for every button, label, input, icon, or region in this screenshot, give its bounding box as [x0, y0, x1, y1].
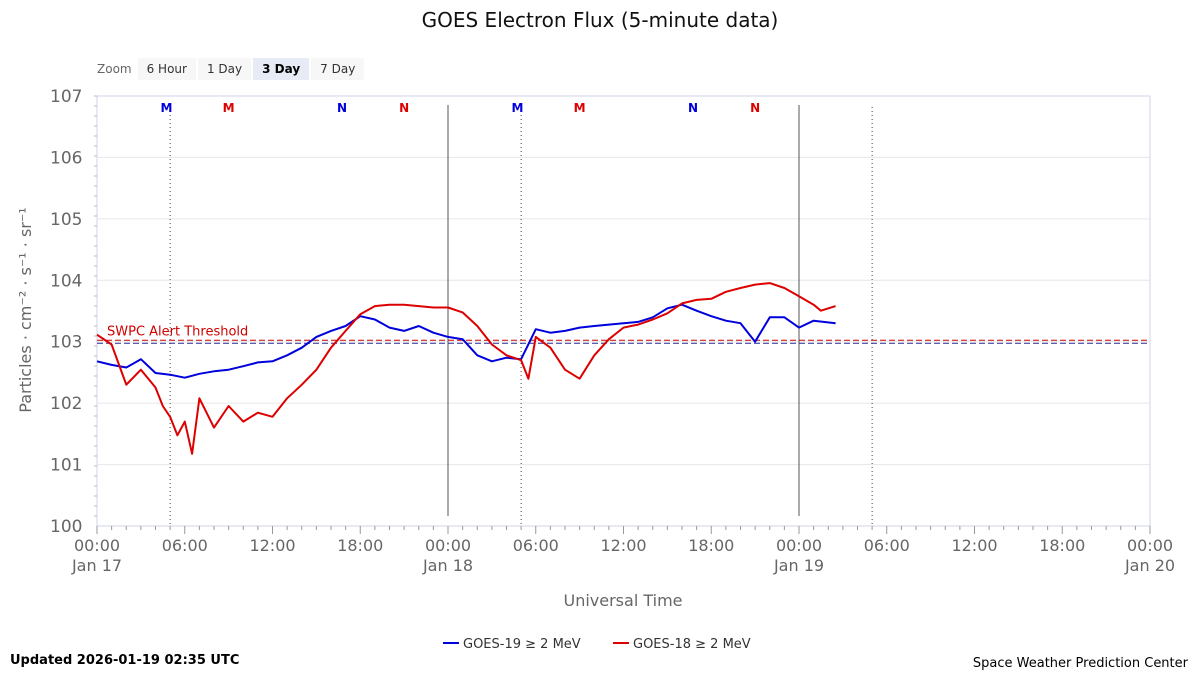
y-tick-label: 103: [50, 333, 82, 353]
y-axis-label: Particles · cm⁻² · s⁻¹ · sr⁻¹: [16, 207, 35, 412]
x-tick-date-label: Jan 18: [422, 556, 473, 575]
x-tick-time-label: 18:00: [337, 536, 383, 555]
x-tick-time-label: 12:00: [600, 536, 646, 555]
x-tick-time-label: 12:00: [249, 536, 295, 555]
legend-item-goes19[interactable]: GOES-19 ≥ 2 MeV: [443, 637, 581, 652]
y-tick-label: 100: [50, 517, 82, 537]
y-tick-label: 106: [50, 148, 82, 168]
x-tick-date-label: Jan 17: [71, 556, 122, 575]
legend-item-goes18[interactable]: GOES-18 ≥ 2 MeV: [613, 637, 751, 652]
x-tick-date-label: Jan 20: [1124, 556, 1175, 575]
y-tick-label: 105: [50, 210, 82, 230]
x-tick-time-label: 12:00: [951, 536, 997, 555]
time-marker-n: N: [688, 101, 698, 115]
threshold-label: SWPC Alert Threshold: [107, 325, 248, 340]
legend-label: GOES-19 ≥ 2 MeV: [463, 637, 581, 652]
zoom-7-day-button[interactable]: 7 Day: [311, 58, 365, 80]
x-tick-time-label: 06:00: [162, 536, 208, 555]
zoom-6-hour-button[interactable]: 6 Hour: [137, 58, 196, 80]
credit-text: Space Weather Prediction Center: [972, 656, 1188, 671]
x-tick-date-label: Jan 19: [773, 556, 824, 575]
y-tick-label: 104: [50, 271, 82, 291]
time-marker-m: M: [160, 101, 172, 115]
x-axis-label: Universal Time: [563, 591, 682, 610]
y-tick-label: 102: [50, 394, 82, 414]
zoom-3-day-button[interactable]: 3 Day: [253, 58, 310, 80]
x-tick-time-label: 06:00: [864, 536, 910, 555]
plot-grid: [96, 95, 1151, 527]
zoom-1-day-button[interactable]: 1 Day: [197, 58, 252, 80]
chart-title: GOES Electron Flux (5-minute data): [422, 8, 779, 32]
zoom-label: Zoom: [97, 62, 132, 76]
time-marker-n: N: [337, 101, 347, 115]
updated-timestamp: Updated 2026-01-19 02:35 UTC: [10, 653, 240, 668]
time-marker-m: M: [511, 101, 523, 115]
legend[interactable]: GOES-19 ≥ 2 MeV GOES-18 ≥ 2 MeV: [443, 637, 751, 652]
time-marker-m: M: [574, 101, 586, 115]
plot-frame: [96, 95, 1151, 527]
y-axis: 100 101 102 103 104 105 106 107: [50, 87, 97, 537]
zoom-bar: Zoom 6 Hour 1 Day 3 Day 7 Day: [92, 58, 366, 80]
time-marker-n: N: [399, 101, 409, 115]
x-tick-time-label: 18:00: [1039, 536, 1085, 555]
y-tick-label: 101: [50, 456, 82, 476]
x-tick-time-label: 00:00: [1127, 536, 1173, 555]
x-tick-time-label: 00:00: [425, 536, 471, 555]
time-marker-m: M: [223, 101, 235, 115]
x-tick-time-label: 00:00: [776, 536, 822, 555]
plot-lines: SWPC Alert Threshold: [97, 105, 1150, 526]
legend-label: GOES-18 ≥ 2 MeV: [633, 637, 751, 652]
x-tick-time-label: 06:00: [513, 536, 559, 555]
series-line-goes19: [96, 303, 836, 379]
y-tick-label: 107: [50, 87, 82, 107]
series-line-goes18: [96, 282, 836, 455]
x-tick-time-label: 18:00: [688, 536, 734, 555]
plot-series: [96, 282, 836, 455]
x-tick-time-label: 00:00: [74, 536, 120, 555]
time-marker-n: N: [750, 101, 760, 115]
